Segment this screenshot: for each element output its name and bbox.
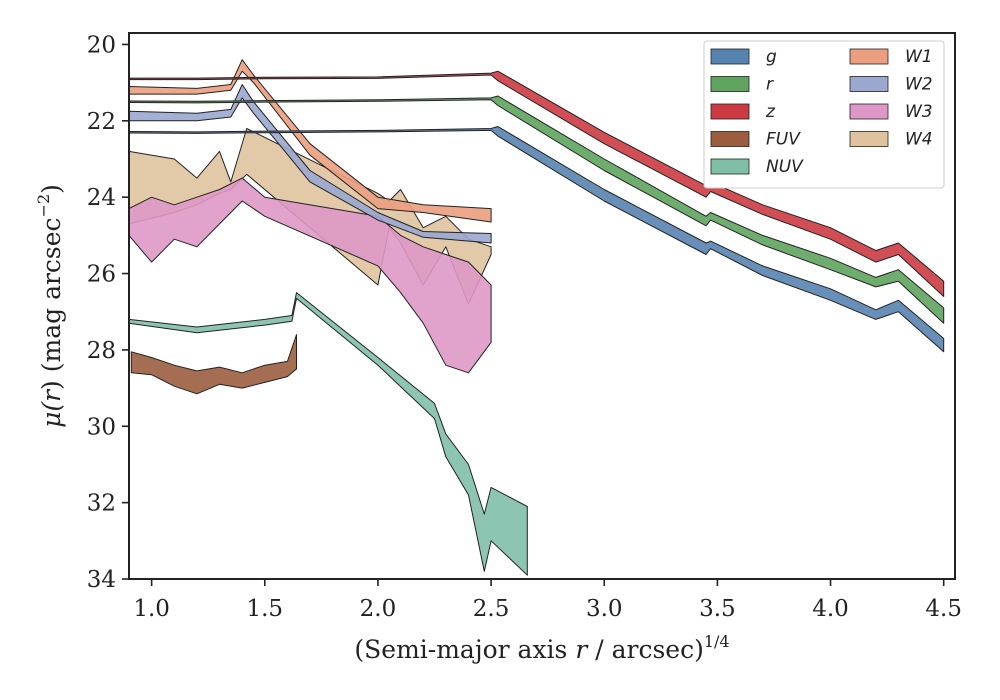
x-axis-label-var: r [575,635,589,664]
y-tick-label: 32 [87,491,116,517]
legend-label-r: r [766,75,774,95]
x-tick-label: 2.0 [360,596,397,622]
band-w1 [128,59,492,223]
x-tick-label: 1.0 [133,596,170,622]
x-tick-label: 4.5 [925,596,962,622]
y-axis-label: μ(r) (mag arcsec−2) [34,184,66,428]
legend: grz FUV NUV W1 W2 W3 W4 [703,40,945,189]
x-axis: 1.0 1.5 2.0 2.5 3.0 3.5 4.0 4.5 [133,579,962,622]
y-tick-label: 20 [87,32,116,58]
x-axis-label-exponent: 1/4 [704,632,730,651]
x-tick-label: 1.5 [246,596,283,622]
band-w3 [128,177,492,374]
y-axis-label-exponent: −2 [34,194,53,218]
y-tick-label: 30 [87,414,116,440]
band-fuv [130,334,297,395]
legend-label-nuv: NUV [766,157,804,177]
legend-swatch-nuv [710,158,750,175]
y-axis: 20 22 24 26 28 30 32 34 [87,32,129,593]
x-axis-label: (Semi-major axis r / arcsec)1/4 [354,632,729,664]
legend-swatch-r [710,76,750,92]
band-z [128,70,945,297]
legend-label-w1: W1 [905,47,933,67]
legend-swatch-g [710,48,750,65]
x-tick-label: 3.5 [699,596,736,622]
y-tick-label: 28 [87,338,116,364]
band-r [128,95,945,324]
legend-swatch-z [710,103,750,120]
y-tick-label: 34 [87,567,116,593]
legend-label-fuv: FUV [766,130,801,150]
y-tick-label: 22 [87,109,116,135]
band-nuv [128,292,528,576]
legend-label-w4: W4 [905,130,933,150]
y-axis-label-unit: ) (mag arcsec [37,217,66,390]
y-axis-label-var: r [37,388,66,402]
band-w2 [128,84,492,244]
legend-label-g: g [766,47,777,67]
legend-swatch-fuv [710,131,750,147]
plot-frame [128,32,956,580]
band-g [128,126,945,353]
legend-swatch-w2 [849,76,889,92]
x-axis-label-main: (Semi-major axis [354,635,575,664]
bands-layer [128,59,945,576]
legend-swatch-w3 [849,103,889,120]
y-tick-label: 24 [87,185,116,211]
legend-label-w3: W3 [905,102,933,122]
legend-label-w2: W2 [905,75,933,95]
y-axis-label-close: ) [37,184,66,194]
legend-swatch-w4 [849,131,889,147]
x-tick-label: 4.0 [812,596,849,622]
legend-label-z: z [765,102,776,122]
y-axis-label-main: μ( [37,401,66,428]
x-axis-label-unit: / arcsec) [587,635,704,664]
y-tick-label: 26 [87,262,116,288]
x-tick-label: 3.0 [586,596,623,622]
x-tick-label: 2.5 [473,596,510,622]
legend-swatch-w1 [849,48,889,65]
